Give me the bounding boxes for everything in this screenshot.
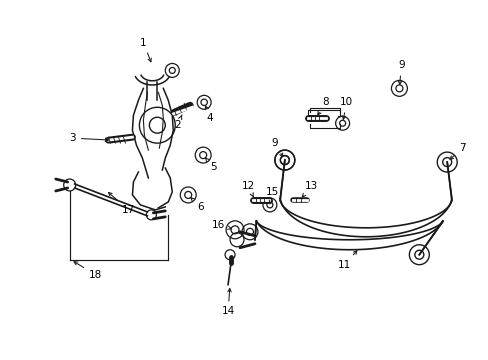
Text: 17: 17 xyxy=(108,193,135,215)
Text: 16: 16 xyxy=(211,220,231,230)
Text: 4: 4 xyxy=(205,106,213,123)
Text: 14: 14 xyxy=(221,288,234,316)
Text: 10: 10 xyxy=(339,97,352,120)
Text: 18: 18 xyxy=(74,262,102,280)
Text: 7: 7 xyxy=(449,143,465,159)
Text: 11: 11 xyxy=(337,251,356,270)
Text: 3: 3 xyxy=(69,133,108,143)
Text: 13: 13 xyxy=(302,181,318,197)
Text: 15: 15 xyxy=(266,187,279,204)
Text: 1: 1 xyxy=(140,37,151,62)
Text: 12: 12 xyxy=(241,181,254,197)
Text: 9: 9 xyxy=(271,138,282,157)
Text: 5: 5 xyxy=(205,158,216,172)
Text: 9: 9 xyxy=(397,60,404,85)
Text: 8: 8 xyxy=(317,97,328,115)
Text: 2: 2 xyxy=(174,115,182,130)
Text: 6: 6 xyxy=(191,198,203,212)
